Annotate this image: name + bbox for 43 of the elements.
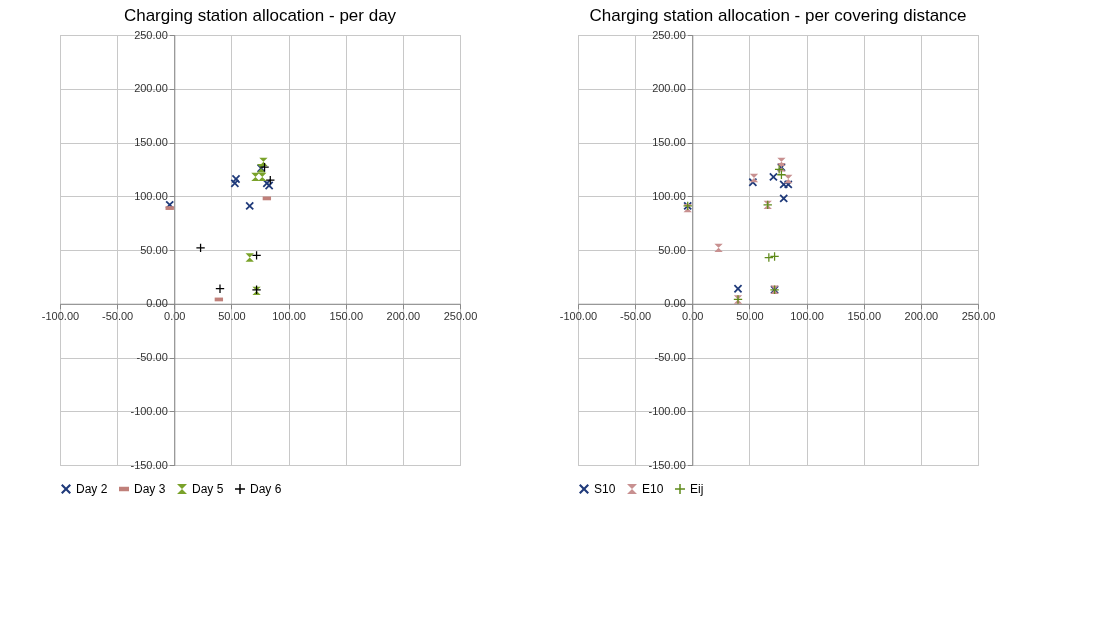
legend-label: E10 — [642, 482, 664, 496]
x-tick-label: -100.00 — [559, 310, 598, 323]
x-tick-label: -50.00 — [102, 310, 134, 323]
y-tick-label: 50.00 — [658, 243, 686, 256]
legend-label: Eij — [690, 482, 704, 496]
y-tick-label: 250.00 — [134, 28, 168, 41]
x-tick-label: 50.00 — [218, 310, 246, 323]
y-tick-label: 200.00 — [652, 82, 686, 95]
y-tick-label: 50.00 — [140, 243, 168, 256]
x-tick-label: 150.00 — [847, 310, 882, 323]
y-tick-label: -150.00 — [130, 458, 168, 471]
legend-label: Day 6 — [250, 482, 282, 496]
x-tick-label: 100.00 — [790, 310, 824, 323]
x-tick-label: 150.00 — [329, 310, 364, 323]
y-tick-label: -50.00 — [136, 351, 168, 363]
x-tick-label: 0.00 — [682, 310, 704, 323]
y-tick-label: 200.00 — [134, 82, 168, 95]
y-tick-label: 150.00 — [652, 136, 686, 148]
legend-label: Day 3 — [134, 482, 166, 496]
y-tick-label: -150.00 — [648, 458, 686, 471]
y-tick-label: 100.00 — [134, 189, 168, 202]
y-tick-label: 250.00 — [652, 28, 686, 41]
legend-label: S10 — [594, 482, 616, 496]
y-tick-label: 100.00 — [652, 189, 686, 202]
y-tick-label: 150.00 — [134, 136, 168, 148]
x-tick-label: -50.00 — [620, 310, 652, 323]
x-tick-label: 0.00 — [164, 310, 186, 323]
y-tick-label: 0.00 — [664, 297, 686, 310]
y-tick-label: 0.00 — [146, 297, 168, 310]
x-tick-label: 50.00 — [736, 310, 764, 323]
chart-title: Charging station allocation - per covering distance — [589, 6, 967, 25]
legend-label: Day 5 — [192, 482, 224, 496]
x-tick-label: 200.00 — [904, 310, 939, 323]
legend-label: Day 2 — [76, 482, 108, 496]
x-tick-label: 250.00 — [961, 310, 996, 323]
x-tick-label: 200.00 — [386, 310, 421, 323]
y-tick-label: -100.00 — [130, 404, 168, 417]
y-tick-label: -50.00 — [654, 351, 686, 363]
x-tick-label: -100.00 — [41, 310, 80, 323]
chart-title: Charging station allocation - per day — [123, 6, 397, 25]
x-tick-label: 250.00 — [443, 310, 478, 323]
y-tick-label: -100.00 — [648, 404, 686, 417]
x-tick-label: 100.00 — [272, 310, 306, 323]
